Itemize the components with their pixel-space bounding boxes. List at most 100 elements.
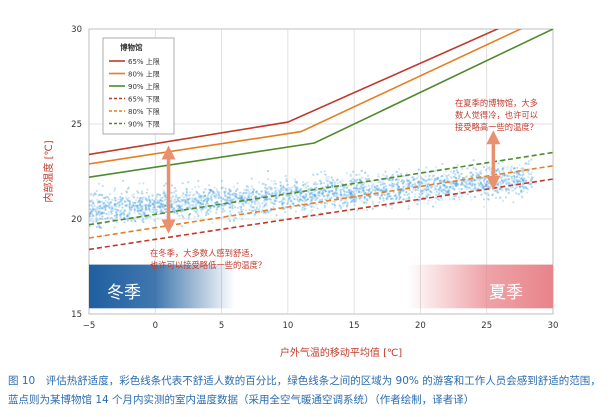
scatter-point [355, 197, 358, 200]
scatter-point [432, 205, 435, 208]
scatter-point [227, 217, 231, 220]
scatter-point [92, 220, 95, 223]
scatter-point [154, 197, 157, 200]
scatter-point [321, 198, 324, 202]
scatter-point [335, 196, 338, 199]
scatter-point [342, 188, 345, 191]
scatter-point [140, 200, 143, 204]
scatter-point [363, 195, 366, 199]
scatter-point [408, 181, 412, 185]
scatter-point [521, 168, 525, 172]
scatter-point [310, 198, 313, 202]
scatter-point [237, 197, 240, 200]
scatter-point [147, 204, 150, 207]
scatter-point [148, 205, 151, 208]
scatter-point [231, 205, 234, 208]
scatter-point [517, 172, 521, 175]
scatter-point [472, 178, 475, 181]
comfort-lines [89, 29, 553, 251]
x-axis-label: 户外气温的移动平均值 [℃] [280, 346, 402, 359]
scatter-point [506, 168, 509, 171]
scatter-point [228, 206, 231, 209]
scatter-point [345, 186, 348, 189]
scatter-point [348, 180, 351, 183]
scatter-point [479, 172, 483, 175]
scatter-point [104, 208, 107, 211]
scatter-point [500, 179, 503, 182]
scatter-point [286, 183, 289, 186]
scatter-point [401, 190, 405, 193]
scatter-point [399, 191, 402, 194]
scatter-point [371, 183, 375, 186]
scatter-point [158, 205, 161, 209]
scatter-point [416, 203, 419, 206]
scatter-point [442, 180, 445, 183]
scatter-point [115, 216, 118, 219]
scatter-point [147, 195, 150, 198]
scatter-point [382, 186, 386, 189]
scatter-point [329, 189, 333, 192]
scatter-point [266, 192, 269, 195]
scatter-point [275, 194, 278, 197]
scatter-point [185, 191, 188, 195]
scatter-point [160, 203, 163, 206]
scatter-point [218, 191, 221, 194]
scatter-point [174, 189, 177, 192]
scatter-point [256, 201, 259, 204]
scatter-point [220, 179, 223, 183]
scatter-point [238, 191, 241, 194]
scatter-point [101, 215, 104, 218]
scatter-point [218, 194, 221, 197]
scatter-point [110, 216, 113, 219]
scatter-point [323, 188, 326, 191]
scatter-point [196, 191, 199, 194]
scatter-point [414, 188, 417, 191]
scatter-point [515, 186, 518, 189]
scatter-point [526, 188, 530, 191]
scatter-point [151, 193, 154, 196]
scatter-point [475, 175, 478, 178]
scatter-point [466, 193, 469, 196]
scatter-point [387, 192, 390, 195]
scatter-point [113, 204, 116, 208]
scatter-point [272, 182, 275, 185]
scatter-point [213, 194, 216, 197]
scatter-point [496, 177, 499, 181]
scatter-point [402, 187, 405, 190]
scatter-point [478, 183, 481, 186]
scatter-point [332, 192, 336, 195]
scatter-point [350, 181, 354, 184]
scatter-point [512, 180, 515, 183]
scatter-point [337, 188, 340, 191]
scatter-point [433, 179, 436, 182]
scatter-point [315, 197, 318, 200]
scatter-point [191, 199, 194, 202]
scatter-point [191, 204, 194, 207]
scatter-point [170, 205, 173, 208]
scatter-point [93, 209, 96, 212]
scatter-point [442, 184, 445, 187]
scatter-point [229, 189, 232, 192]
scatter-point [475, 178, 478, 181]
scatter-point [141, 201, 144, 204]
scatter-point [504, 178, 507, 181]
scatter-point [478, 179, 481, 182]
scatter-point [221, 204, 224, 207]
scatter-point [217, 191, 220, 194]
scatter-point [120, 213, 123, 216]
scatter-point [89, 215, 91, 218]
scatter-point [198, 196, 201, 199]
scatter-point [479, 171, 482, 174]
scatter-point [315, 194, 318, 197]
scatter-point [367, 184, 370, 187]
scatter-point [184, 200, 187, 203]
scatter-point [123, 213, 126, 216]
scatter-point [186, 206, 189, 209]
scatter-point [138, 202, 141, 205]
scatter-point [251, 190, 254, 193]
scatter-point [217, 196, 221, 200]
scatter-point [326, 197, 329, 200]
scatter-point [518, 173, 521, 176]
scatter-point [216, 190, 219, 193]
scatter-point [407, 198, 410, 201]
